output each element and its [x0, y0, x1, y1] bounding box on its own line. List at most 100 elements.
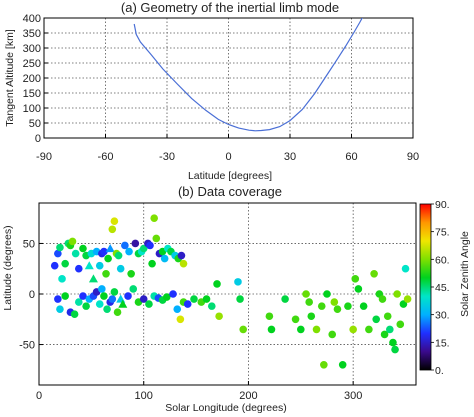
panel-a-x-axis-label: Latitude [degrees] [188, 170, 272, 182]
data-point [391, 345, 399, 354]
colorbar [419, 203, 432, 371]
data-point [54, 249, 62, 258]
data-point [365, 325, 373, 334]
data-point [150, 214, 158, 222]
data-point-triangle [118, 299, 128, 308]
colorbar-tick-label: 90. [435, 199, 450, 211]
y-tick-label: 50 [23, 238, 35, 250]
data-point [302, 290, 310, 298]
data-point [74, 298, 83, 306]
data-point [50, 261, 59, 270]
data-point [114, 251, 123, 260]
data-point-triangle [105, 244, 115, 253]
data-point [354, 285, 363, 293]
data-point [61, 259, 69, 268]
data-point [82, 302, 90, 310]
y-tick-label: 150 [23, 88, 41, 100]
data-point-triangle [116, 294, 126, 303]
data-point [359, 302, 368, 310]
data-point-triangle [88, 274, 98, 283]
y-tick-label: 0 [29, 289, 35, 301]
data-point [330, 298, 339, 306]
data-point [333, 305, 342, 313]
data-point [127, 269, 135, 278]
data-point [121, 241, 129, 250]
data-point [103, 305, 111, 313]
x-tick-label: 0 [225, 151, 231, 163]
data-point [213, 280, 221, 288]
data-point [58, 275, 66, 283]
data-point [323, 290, 331, 298]
x-tick-label: 30 [284, 151, 296, 163]
data-point [236, 295, 244, 303]
x-tick-label: -30 [159, 151, 175, 163]
data-point [305, 298, 313, 306]
data-point [131, 239, 140, 248]
data-point [160, 254, 169, 263]
data-point [70, 310, 79, 319]
panel-a-title: (a) Geometry of the inertial limb mode [121, 0, 339, 15]
data-point [54, 295, 62, 303]
data-point [176, 315, 185, 324]
panel-b-y-axis-label: Latitude (degrees) [2, 225, 14, 310]
data-point-triangle [84, 261, 94, 270]
data-point [349, 325, 357, 334]
y-tick-label: -50 [19, 340, 35, 352]
data-point [152, 234, 161, 243]
data-point [312, 325, 321, 334]
data-point [383, 312, 392, 321]
data-point [100, 292, 108, 300]
data-point [399, 300, 408, 308]
data-point [169, 290, 177, 298]
data-point [317, 302, 326, 310]
panel-b-coverage-chart: (b) Data coverage Solar Longitude (degre… [2, 184, 471, 414]
colorbar-tick-label: 60. [435, 254, 450, 266]
data-point [61, 292, 69, 300]
data-point [344, 302, 352, 310]
data-point [179, 259, 188, 268]
y-tick-label: 350 [23, 28, 41, 40]
data-points [50, 214, 412, 369]
data-point [124, 292, 132, 300]
x-tick-label: 100 [135, 390, 153, 402]
data-point [351, 275, 360, 283]
data-point [68, 237, 77, 246]
data-point [380, 330, 389, 339]
data-point [139, 244, 148, 253]
data-point [125, 247, 133, 256]
data-point [370, 269, 378, 278]
data-point [56, 305, 64, 313]
data-point [202, 295, 211, 303]
data-point [162, 293, 171, 301]
data-point [190, 295, 198, 303]
data-point [95, 300, 104, 308]
data-point [79, 244, 87, 253]
data-point [98, 285, 106, 293]
data-point [102, 269, 110, 278]
panel-b-title: (b) Data coverage [178, 184, 282, 199]
colorbar-tick-label: 75. [435, 227, 450, 239]
data-point [389, 338, 397, 347]
altitude-curve [133, 18, 363, 132]
data-point [281, 295, 289, 303]
data-point [95, 261, 104, 270]
data-point [113, 308, 122, 317]
data-point [100, 247, 108, 256]
data-point [116, 264, 125, 273]
y-tick-label: 200 [23, 73, 41, 85]
y-tick-label: 400 [23, 13, 41, 25]
data-point [129, 285, 138, 293]
plot-frame [38, 202, 417, 386]
panel-b-x-axis-label: Solar Longitude (degrees) [165, 402, 286, 414]
data-point [297, 325, 305, 334]
data-point [307, 312, 316, 321]
data-point [291, 315, 300, 324]
y-tick-label: 250 [23, 58, 41, 70]
y-tick-label: 0 [35, 133, 41, 145]
colorbar-tick-label: 45. [435, 282, 450, 294]
data-point [110, 217, 119, 225]
data-point [207, 302, 216, 310]
data-point [74, 264, 83, 273]
x-tick-label: 0 [36, 390, 42, 402]
